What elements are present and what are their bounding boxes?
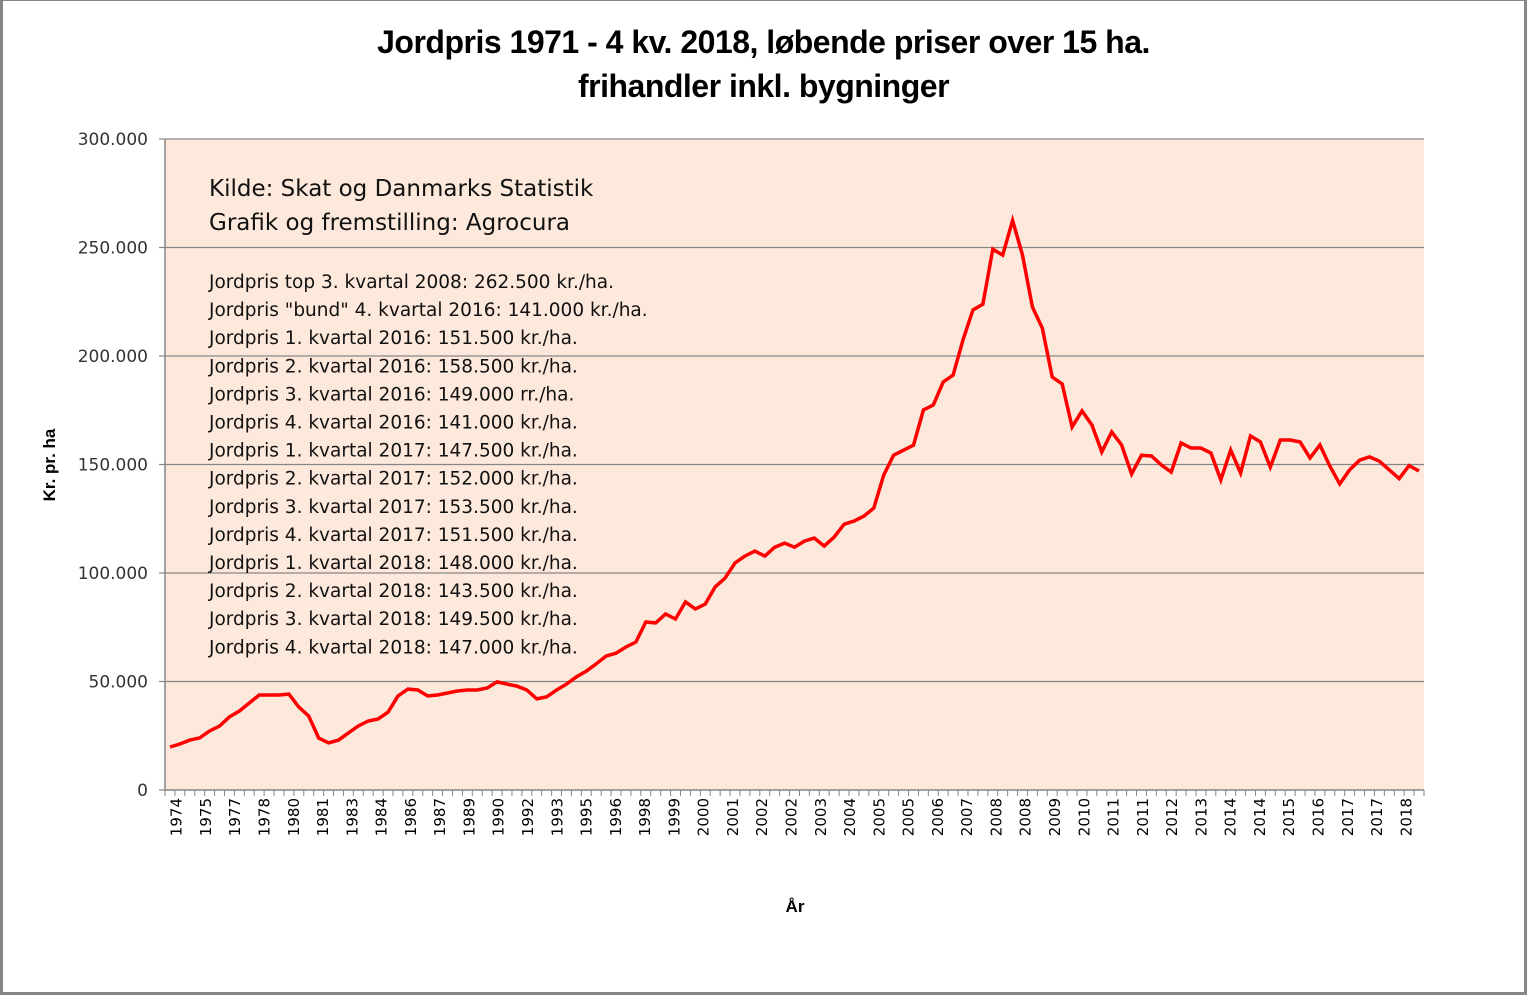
chart-title: Jordpris 1971 - 4 kv. 2018, løbende pris… [377, 24, 1150, 60]
annotation-note: Jordpris 2. kvartal 2016: 158.500 kr./ha… [208, 356, 578, 377]
x-tick-label: 1995 [578, 798, 596, 836]
annotation-note: Jordpris 2. kvartal 2017: 152.000 kr./ha… [208, 469, 578, 490]
annotation-note: Jordpris 1. kvartal 2018: 148.000 kr./ha… [208, 553, 578, 574]
annotation-note: Jordpris 4. kvartal 2016: 141.000 kr./ha… [208, 413, 578, 434]
x-tick-label: 2008 [987, 798, 1005, 836]
annotation-note: Jordpris 3. kvartal 2017: 153.500 kr./ha… [208, 497, 578, 518]
y-tick-label: 50.000 [89, 673, 148, 693]
y-axis-label: Kr. pr. ha [40, 428, 59, 501]
x-tick-label: 1986 [402, 798, 420, 836]
x-tick-label: 2017 [1339, 798, 1357, 836]
x-tick-label: 1989 [460, 798, 478, 836]
x-tick-label: 2013 [1192, 798, 1210, 836]
x-tick-label: 2014 [1251, 798, 1269, 836]
y-axis: 0 50.000 100.000 150.000 200.000 250.000 300.0… [78, 130, 166, 801]
y-tick-label: 200.000 [78, 347, 148, 367]
x-tick-label: 1975 [197, 798, 215, 836]
source-annotation: Kilde: Skat og Danmarks Statistik [209, 176, 594, 202]
x-tick-label: 1990 [490, 798, 508, 836]
x-tick-label: 2015 [1280, 798, 1298, 836]
x-tick-label: 1992 [519, 798, 537, 836]
x-tick-label: 2003 [812, 798, 830, 836]
x-tick-label: 2002 [783, 798, 801, 836]
x-tick-label: 1974 [168, 798, 186, 836]
y-tick-label: 0 [137, 781, 148, 801]
annotation-note: Jordpris "bund" 4. kvartal 2016: 141.000… [208, 300, 648, 321]
series-group [169, 214, 1420, 749]
x-tick-label: 2005 [870, 798, 888, 836]
x-tick-label: 2002 [753, 798, 771, 836]
x-axis: 1974 1975 1977 1978 1980 1981 1983 1984 1986 1987… [164, 789, 1425, 836]
x-tick-label: 1983 [343, 798, 361, 836]
y-tick-label: 100.000 [78, 564, 148, 584]
x-tick-label: 1984 [373, 798, 391, 836]
x-tick-label: 1999 [665, 798, 683, 836]
y-tick-label: 250.000 [78, 239, 148, 259]
x-tick-label: 1996 [607, 798, 625, 836]
x-tick-label: 2014 [1222, 798, 1240, 836]
x-tick-label: 2011 [1105, 798, 1123, 836]
y-tick-label: 150.000 [78, 456, 148, 476]
x-tick-label: 2012 [1163, 798, 1181, 836]
x-tick-label: 1977 [226, 798, 244, 836]
annotation-note: Jordpris 2. kvartal 2018: 143.500 kr./ha… [208, 581, 578, 602]
x-tick-label: 2005 [900, 798, 918, 836]
chart-subtitle: frihandler inkl. bygninger [577, 68, 950, 104]
x-tick-label: 2009 [1046, 798, 1064, 836]
x-tick-label: 1978 [255, 798, 273, 836]
x-tick-label: 2011 [1134, 798, 1152, 836]
x-tick-label: 2018 [1397, 798, 1415, 836]
annotation-note: Jordpris 3. kvartal 2016: 149.000 rr./ha… [208, 384, 574, 405]
annotation-note: Jordpris 4. kvartal 2018: 147.000 kr./ha… [208, 637, 578, 658]
x-tick-label: 2008 [1017, 798, 1035, 836]
x-tick-label: 2000 [695, 798, 713, 836]
x-tick-label: 2017 [1368, 798, 1386, 836]
credit-annotation: Grafik og fremstilling: Agrocura [209, 210, 570, 236]
y-tick-label: 300.000 [78, 130, 148, 150]
annotation-note: Jordpris 1. kvartal 2017: 147.500 kr./ha… [208, 441, 578, 462]
x-tick-label: 2001 [724, 798, 742, 836]
x-axis-label: År [786, 897, 805, 916]
annotation-note: Jordpris 1. kvartal 2016: 151.500 kr./ha… [208, 328, 578, 349]
x-tick-label: 2006 [929, 798, 947, 836]
x-tick-label: 1993 [548, 798, 566, 836]
x-tick-label: 2016 [1310, 798, 1328, 836]
x-tick-label: 1998 [636, 798, 654, 836]
annotation-note: Jordpris top 3. kvartal 2008: 262.500 kr… [208, 272, 614, 293]
x-tick-label: 2004 [841, 798, 859, 836]
x-tick-label: 2010 [1075, 798, 1093, 836]
x-tick-label: 1987 [431, 798, 449, 836]
annotation-block: Kilde: Skat og Danmarks Statistik Grafik… [208, 176, 648, 658]
x-tick-label: 1980 [285, 798, 303, 836]
x-tick-label: 1981 [314, 798, 332, 836]
x-tick-label: 2007 [958, 798, 976, 836]
annotation-note: Jordpris 3. kvartal 2018: 149.500 kr./ha… [208, 609, 578, 630]
annotation-note: Jordpris 4. kvartal 2017: 151.500 kr./ha… [208, 525, 578, 546]
